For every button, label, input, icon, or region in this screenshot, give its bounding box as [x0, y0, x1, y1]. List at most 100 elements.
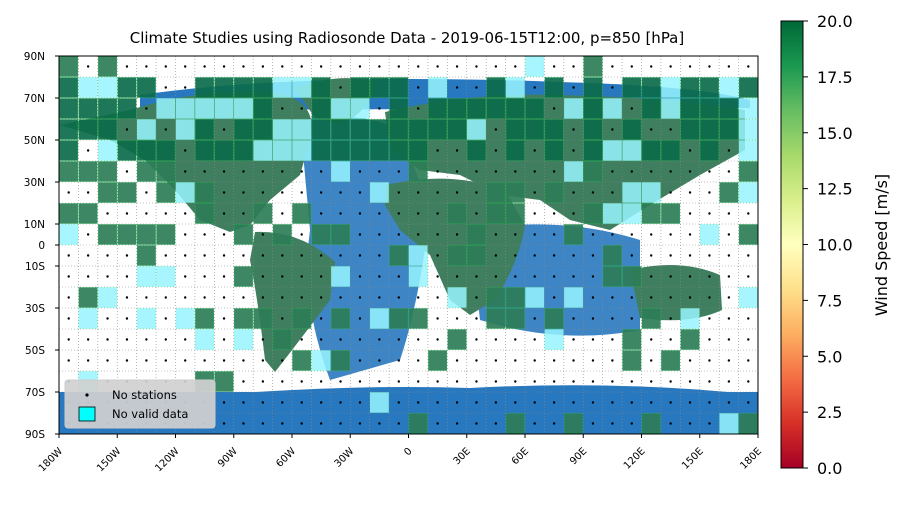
- wind-speed-cell: [98, 119, 117, 140]
- wind-speed-cell: [195, 182, 215, 203]
- no-station-dot: [475, 65, 478, 68]
- wind-speed-cell: [350, 119, 370, 140]
- no-station-dot: [86, 65, 90, 68]
- no-station-dot: [319, 401, 323, 404]
- no-station-dot: [475, 212, 478, 215]
- no-valid-data-cell: [369, 392, 389, 413]
- no-station-dot: [572, 317, 575, 320]
- no-station-dot: [358, 317, 362, 320]
- no-station-dot: [688, 359, 692, 362]
- no-station-dot: [630, 401, 633, 404]
- no-valid-data-cell: [331, 98, 350, 119]
- no-valid-data-cell: [156, 266, 176, 287]
- no-station-dot: [591, 422, 595, 425]
- wind-speed-cell: [136, 224, 156, 245]
- no-station-dot: [184, 233, 187, 236]
- wind-speed-cell: [98, 224, 117, 245]
- no-station-dot: [727, 149, 731, 152]
- no-station-dot: [397, 338, 400, 341]
- no-station-dot: [397, 275, 400, 278]
- no-valid-data-cell: [719, 413, 739, 434]
- no-station-dot: [378, 65, 381, 68]
- no-station-dot: [611, 401, 614, 404]
- no-station-dot: [339, 212, 342, 215]
- wind-speed-cell: [234, 77, 253, 98]
- no-station-dot: [650, 296, 653, 299]
- no-station-dot: [242, 296, 245, 299]
- no-station-dot: [611, 170, 614, 173]
- no-station-dot: [300, 107, 303, 110]
- no-station-dot: [203, 359, 206, 362]
- no-station-dot: [203, 233, 206, 236]
- wind-speed-cell: [622, 119, 642, 140]
- no-station-dot: [339, 296, 342, 299]
- no-station-dot: [222, 212, 226, 215]
- wind-speed-cell: [700, 77, 719, 98]
- wind-speed-cell: [428, 119, 448, 140]
- wind-speed-cell: [486, 203, 506, 224]
- wind-speed-cell: [59, 56, 79, 77]
- wind-speed-cell: [253, 98, 273, 119]
- no-station-dot: [125, 128, 129, 131]
- no-station-dot: [222, 170, 226, 173]
- colorbar-tick-label: 10.0: [817, 236, 853, 255]
- no-valid-data-cell: [525, 287, 545, 308]
- no-station-dot: [611, 233, 614, 236]
- wind-speed-cell: [195, 77, 215, 98]
- no-station-dot: [475, 338, 478, 341]
- no-station-dot: [164, 65, 167, 68]
- lat-tick-label: 30S: [25, 303, 45, 315]
- wind-speed-cell: [272, 224, 292, 245]
- no-station-dot: [125, 338, 129, 341]
- no-station-dot: [203, 296, 206, 299]
- no-station-dot: [650, 275, 653, 278]
- no-station-dot: [727, 401, 731, 404]
- no-station-dot: [650, 338, 653, 341]
- no-station-dot: [436, 401, 439, 404]
- no-station-dot: [591, 254, 595, 257]
- no-station-dot: [125, 275, 129, 278]
- no-valid-data-cell: [292, 140, 312, 161]
- wind-speed-cell: [331, 119, 350, 140]
- wind-speed-cell: [486, 308, 506, 329]
- south-america: [250, 231, 335, 372]
- wind-speed-cell: [700, 140, 719, 161]
- no-valid-data-swatch: [78, 406, 96, 422]
- no-station-dot: [164, 86, 167, 89]
- no-station-dot: [281, 65, 284, 68]
- no-station-dot: [494, 149, 498, 152]
- no-station-dot: [67, 338, 70, 341]
- no-station-dot: [611, 317, 614, 320]
- no-valid-data-cell: [602, 98, 622, 119]
- no-station-dot: [688, 191, 692, 194]
- no-station-dot: [669, 296, 672, 299]
- wind-speed-cell: [98, 161, 117, 182]
- no-station-dot: [184, 212, 187, 215]
- no-station-dot: [688, 296, 692, 299]
- no-station-dot: [708, 338, 711, 341]
- australia: [630, 265, 722, 321]
- no-station-dot: [494, 359, 498, 362]
- no-station-dot: [281, 275, 284, 278]
- no-station-dot: [261, 254, 265, 257]
- wind-speed-cell: [525, 98, 545, 119]
- no-station-dot: [747, 401, 750, 404]
- no-station-dot: [533, 170, 536, 173]
- wind-speed-cell: [583, 119, 603, 140]
- no-station-dot: [455, 359, 459, 362]
- legend: No stations No valid data: [64, 379, 216, 429]
- no-station-dot: [145, 296, 148, 299]
- no-station-dot: [630, 170, 633, 173]
- no-station-dot: [358, 254, 362, 257]
- wind-speed-cell: [661, 203, 681, 224]
- no-station-dot: [242, 191, 245, 194]
- wind-speed-cell: [311, 224, 331, 245]
- wind-speed-cell: [253, 308, 273, 329]
- no-station-dot: [222, 317, 226, 320]
- no-valid-data-cell: [272, 140, 292, 161]
- no-station-dot: [669, 170, 672, 173]
- no-station-dot: [436, 170, 439, 173]
- no-station-dot: [222, 401, 226, 404]
- wind-speed-cell: [78, 161, 98, 182]
- no-station-dot: [552, 65, 556, 68]
